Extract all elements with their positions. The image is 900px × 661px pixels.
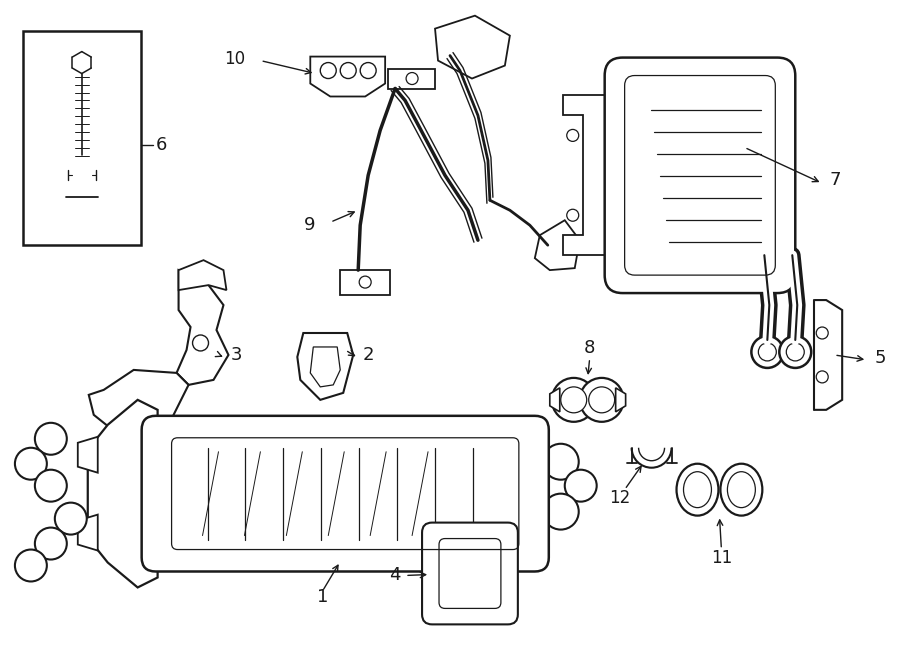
Text: 4: 4 (389, 566, 400, 584)
Polygon shape (388, 69, 435, 89)
Circle shape (543, 494, 579, 529)
Circle shape (787, 343, 805, 361)
Text: 2: 2 (362, 346, 374, 364)
FancyBboxPatch shape (422, 523, 518, 625)
Circle shape (565, 470, 597, 502)
Circle shape (816, 327, 828, 339)
Circle shape (55, 502, 86, 535)
Circle shape (561, 387, 587, 413)
Circle shape (816, 371, 828, 383)
Polygon shape (340, 270, 390, 295)
Circle shape (193, 335, 209, 351)
Polygon shape (435, 16, 510, 79)
Polygon shape (77, 515, 98, 551)
Circle shape (15, 447, 47, 480)
Circle shape (134, 455, 174, 496)
Circle shape (727, 134, 755, 161)
Circle shape (543, 444, 579, 480)
Text: 5: 5 (874, 349, 886, 367)
Bar (22, 30, 140, 245)
Polygon shape (550, 388, 560, 412)
Circle shape (76, 215, 86, 225)
Circle shape (35, 423, 67, 455)
Polygon shape (616, 388, 625, 412)
Circle shape (759, 343, 777, 361)
Ellipse shape (677, 464, 718, 516)
Circle shape (567, 130, 579, 141)
Circle shape (68, 161, 95, 189)
Polygon shape (535, 220, 580, 270)
Circle shape (359, 276, 371, 288)
Ellipse shape (720, 464, 762, 516)
FancyBboxPatch shape (605, 58, 796, 293)
Polygon shape (88, 400, 158, 588)
Circle shape (360, 63, 376, 79)
Text: 12: 12 (609, 488, 630, 506)
Ellipse shape (727, 472, 755, 508)
Polygon shape (562, 95, 617, 255)
Polygon shape (89, 370, 189, 440)
Circle shape (15, 549, 47, 582)
Circle shape (105, 427, 149, 471)
Circle shape (35, 470, 67, 502)
Circle shape (552, 378, 596, 422)
Circle shape (105, 484, 149, 527)
Text: 8: 8 (584, 339, 596, 357)
Circle shape (91, 455, 130, 496)
Polygon shape (297, 333, 353, 400)
Ellipse shape (683, 472, 711, 508)
Circle shape (752, 336, 783, 368)
Text: 9: 9 (304, 216, 315, 234)
Text: 6: 6 (156, 136, 167, 155)
Polygon shape (310, 57, 385, 97)
Circle shape (406, 73, 419, 85)
Circle shape (340, 63, 356, 79)
Circle shape (567, 210, 579, 221)
Circle shape (580, 378, 624, 422)
Polygon shape (176, 270, 229, 385)
Polygon shape (77, 437, 98, 473)
Text: 1: 1 (317, 588, 328, 606)
Circle shape (35, 527, 67, 559)
Text: 3: 3 (230, 346, 242, 364)
FancyBboxPatch shape (141, 416, 549, 572)
Circle shape (779, 336, 811, 368)
Text: 11: 11 (711, 549, 732, 566)
Circle shape (589, 387, 615, 413)
Text: 10: 10 (224, 50, 246, 67)
Circle shape (320, 63, 337, 79)
Circle shape (76, 169, 88, 181)
Text: 7: 7 (829, 171, 841, 189)
Polygon shape (310, 347, 340, 387)
Polygon shape (178, 260, 227, 290)
